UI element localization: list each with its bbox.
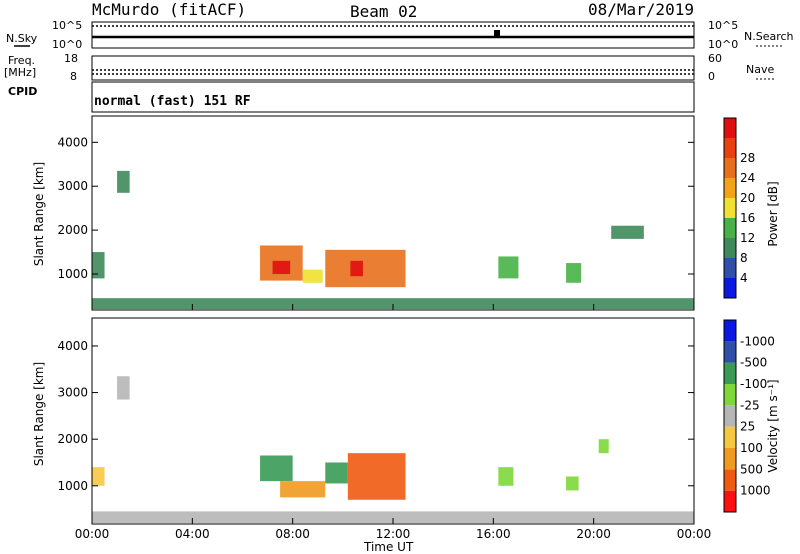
velocity-colorbar-seg-8 xyxy=(724,320,736,342)
nsky-tick-high: 10^5 xyxy=(52,19,83,32)
power-colorbar-seg-1 xyxy=(724,258,736,278)
velocity-colorbar-tick-0: 1000 xyxy=(740,484,771,498)
velocity-colorbar-frame xyxy=(723,319,737,513)
velocity-colorbar-seg-5 xyxy=(724,384,736,406)
power-patch-5 xyxy=(350,260,363,277)
velocity-colorbar-seg-2 xyxy=(724,448,736,470)
nave-tick-low: 0 xyxy=(708,70,715,83)
power-colorbar-tick-0: 4 xyxy=(740,271,748,285)
velocity-colorbar-tick-6: -500 xyxy=(740,356,767,370)
power-patch-4 xyxy=(325,249,406,288)
power-patch-6 xyxy=(272,260,291,275)
velocity-colorbar-tick-5: -100 xyxy=(740,377,767,391)
time-xtick-5: 20:00 xyxy=(576,527,611,541)
power-ytick-1: 2000 xyxy=(57,223,88,237)
velocity-colorbar-seg-4 xyxy=(724,405,736,427)
velocity-patch-1 xyxy=(117,376,130,400)
power-colorbar-tick-1: 8 xyxy=(740,251,748,265)
date-title: 08/Mar/2019 xyxy=(588,0,694,19)
nsearch-tick-low: 10^0 xyxy=(708,38,739,51)
time-xtick-3: 12:00 xyxy=(376,527,411,541)
freq-panel xyxy=(91,55,695,81)
power-colorbar-tick-3: 16 xyxy=(740,211,755,225)
velocity-colorbar-seg-7 xyxy=(724,341,736,363)
power-colorbar-tick-5: 24 xyxy=(740,171,755,185)
power-patch-3 xyxy=(302,269,323,283)
cpid-panel xyxy=(91,81,695,113)
power-patch-0 xyxy=(92,252,105,279)
power-colorbar-seg-0 xyxy=(724,278,736,298)
velocity-colorbar-seg-1 xyxy=(724,469,736,491)
velocity-patch-3 xyxy=(280,481,326,498)
time-xtick-4: 16:00 xyxy=(476,527,511,541)
velocity-colorbar-tick-1: 500 xyxy=(740,462,763,476)
velocity-colorbar-tick-4: -25 xyxy=(740,398,760,412)
freq-label: Freq. xyxy=(8,54,36,67)
velocity-colorbar-seg-0 xyxy=(724,490,736,512)
freq-tick-low: 8 xyxy=(70,70,77,83)
power-colorbar-seg-8 xyxy=(724,118,736,138)
nave-label: Nave xyxy=(746,63,775,76)
beam-title: Beam 02 xyxy=(350,2,418,21)
freq-tick-high: 18 xyxy=(64,52,78,65)
freq-unit: [MHz] xyxy=(4,66,37,79)
time-xtick-1: 04:00 xyxy=(175,527,210,541)
velocity-colorbar-tick-3: 25 xyxy=(740,420,755,434)
power-colorbar-seg-4 xyxy=(724,198,736,218)
velocity-ytick-2: 3000 xyxy=(57,386,88,400)
time-xlabel: Time UT xyxy=(364,540,414,554)
nsky-label: N.Sky xyxy=(6,32,38,45)
power-colorbar-seg-5 xyxy=(724,178,736,198)
velocity-ytick-1: 2000 xyxy=(57,432,88,446)
velocity-colorbar-tick-2: 100 xyxy=(740,441,763,455)
power-colorbar-seg-6 xyxy=(724,158,736,178)
power-colorbar-seg-7 xyxy=(724,138,736,158)
velocity-patch-0 xyxy=(92,467,105,486)
velocity-colorbar-seg-6 xyxy=(724,362,736,384)
power-ytick-3: 4000 xyxy=(57,135,88,149)
velocity-colorbar-seg-3 xyxy=(724,426,736,448)
station-title: McMurdo (fitACF) xyxy=(92,0,247,19)
velocity-patch-7 xyxy=(566,476,579,491)
power-patch-9 xyxy=(611,225,644,239)
cpid-text: normal (fast) 151 RF xyxy=(94,94,251,109)
time-xtick-6: 00:00 xyxy=(677,527,712,541)
power-patch-1 xyxy=(117,170,130,193)
nsky-spike xyxy=(494,30,500,38)
power-patch-8 xyxy=(566,263,582,283)
nsky-panel xyxy=(91,21,695,49)
velocity-ytick-0: 1000 xyxy=(57,479,88,493)
power-colorbar-seg-3 xyxy=(724,218,736,238)
power-colorbar-tick-2: 12 xyxy=(740,231,755,245)
velocity-ytick-3: 4000 xyxy=(57,339,88,353)
time-xtick-0: 00:00 xyxy=(75,527,110,541)
power-ytick-2: 3000 xyxy=(57,179,88,193)
nsky-tick-low: 10^0 xyxy=(52,38,83,51)
power-colorbar-tick-4: 20 xyxy=(740,191,755,205)
power-colorbar-frame xyxy=(723,117,737,299)
velocity-patch-6 xyxy=(498,467,514,486)
power-colorbar-tick-6: 28 xyxy=(740,151,755,165)
power-patch-10 xyxy=(92,298,694,310)
power-colorbar-seg-2 xyxy=(724,238,736,258)
cpid-label: CPID xyxy=(8,85,38,98)
nsearch-label: N.Search xyxy=(744,30,794,43)
velocity-patch-8 xyxy=(598,439,609,454)
time-xtick-2: 08:00 xyxy=(275,527,310,541)
nave-tick-high: 60 xyxy=(708,52,722,65)
velocity-colorbar-tick-7: -1000 xyxy=(740,334,775,348)
power-ytick-0: 1000 xyxy=(57,267,88,281)
power-patch-7 xyxy=(498,256,519,279)
velocity-patch-5 xyxy=(347,453,406,500)
velocity-patch-4 xyxy=(325,462,348,484)
nsearch-tick-high: 10^5 xyxy=(708,19,739,32)
velocity-patch-9 xyxy=(92,511,694,524)
velocity-patch-2 xyxy=(260,455,293,482)
